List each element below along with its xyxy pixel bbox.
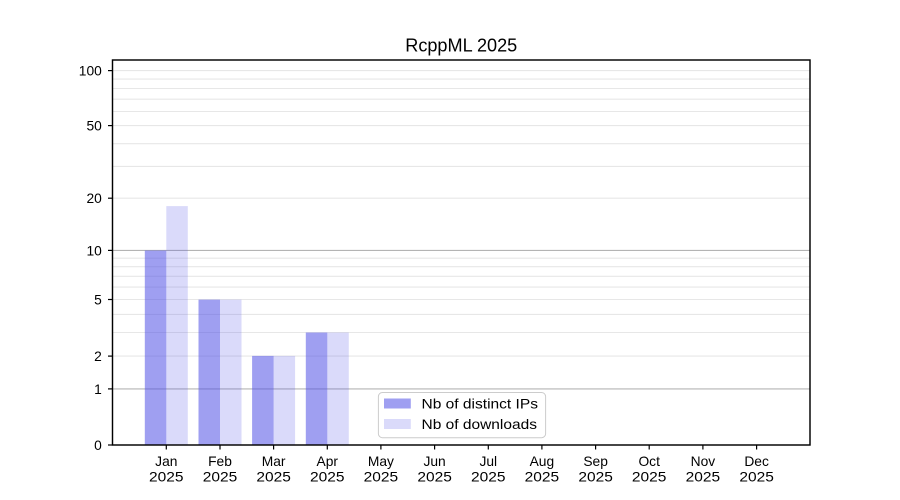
svg-text:Apr: Apr [317,454,339,469]
svg-text:2025: 2025 [256,469,291,484]
svg-text:Aug: Aug [530,454,555,469]
svg-text:5: 5 [94,292,102,307]
svg-text:Mar: Mar [262,454,286,469]
svg-text:20: 20 [86,191,102,206]
svg-text:Nb of distinct IPs: Nb of distinct IPs [422,397,539,412]
svg-text:2025: 2025 [525,469,560,484]
svg-text:Oct: Oct [638,454,660,469]
svg-text:50: 50 [86,119,102,134]
svg-text:Jul: Jul [479,454,497,469]
svg-text:Jan: Jan [155,454,177,469]
svg-text:10: 10 [86,243,102,258]
svg-text:2025: 2025 [364,469,399,484]
svg-text:2025: 2025 [310,469,345,484]
svg-text:Jun: Jun [423,454,445,469]
svg-text:2: 2 [94,349,102,364]
svg-text:2025: 2025 [149,469,184,484]
svg-text:2025: 2025 [417,469,452,484]
svg-text:Feb: Feb [208,454,232,469]
svg-text:Nov: Nov [691,454,716,469]
svg-text:Sep: Sep [583,454,608,469]
svg-text:2025: 2025 [578,469,613,484]
svg-text:RcppML 2025: RcppML 2025 [405,35,517,56]
svg-text:2025: 2025 [203,469,238,484]
svg-text:2025: 2025 [739,469,774,484]
svg-text:Dec: Dec [744,454,769,469]
svg-text:0: 0 [94,438,102,453]
svg-text:Nb of downloads: Nb of downloads [422,417,538,432]
svg-text:2025: 2025 [686,469,721,484]
svg-text:1: 1 [94,382,102,397]
svg-text:May: May [368,454,394,469]
svg-text:2025: 2025 [632,469,667,484]
svg-text:100: 100 [79,64,102,79]
svg-text:2025: 2025 [471,469,506,484]
